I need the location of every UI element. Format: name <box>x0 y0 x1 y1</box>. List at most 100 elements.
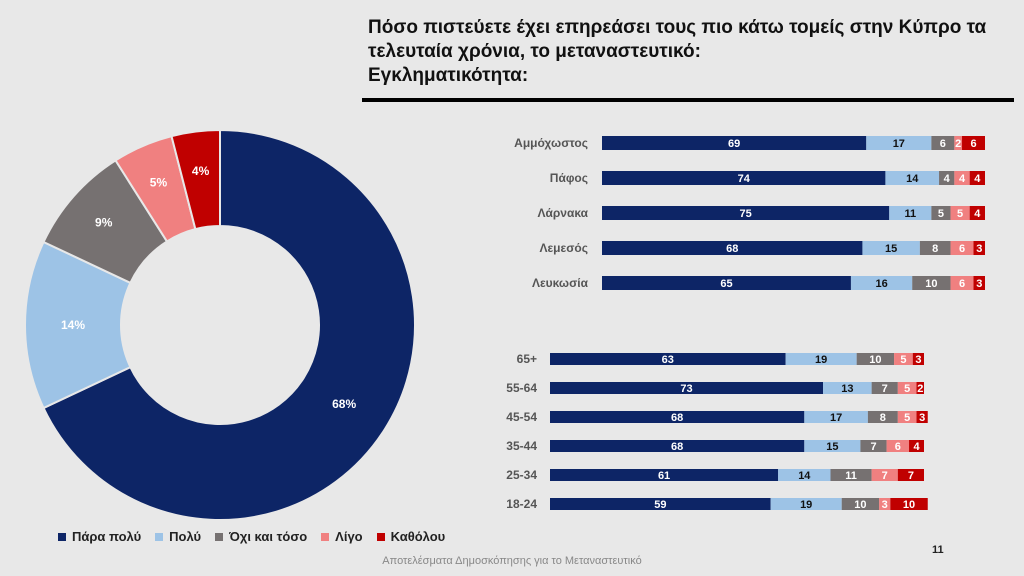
bar-segment <box>602 241 863 255</box>
bar-value-label: 10 <box>903 499 915 511</box>
donut-slice <box>42 128 416 521</box>
bar-value-label: 11 <box>845 470 857 482</box>
bar-value-label: 5 <box>938 208 944 220</box>
bar-segment <box>897 411 917 423</box>
slice-label: 4% <box>192 164 210 178</box>
bar-value-label: 4 <box>944 173 951 185</box>
bar-segment <box>889 206 932 220</box>
title-line-1: Πόσο πιστεύετε έχει επηρεάσει τους πιο κ… <box>368 17 987 38</box>
bar-segment <box>785 353 857 365</box>
bar-value-label: 2 <box>955 138 961 150</box>
bar-segment <box>823 382 872 394</box>
bar-value-label: 15 <box>826 441 838 453</box>
bar-segment <box>973 276 985 290</box>
category-label: 25-34 <box>506 468 537 482</box>
bar-value-label: 69 <box>728 138 740 150</box>
bar-value-label: 3 <box>976 243 982 255</box>
category-label: 35-44 <box>506 439 537 453</box>
bar-value-label: 15 <box>885 243 897 255</box>
bar-segment <box>919 241 951 255</box>
footer: Αποτελέσματα Δημοσκόπησης για το Μετανασ… <box>382 555 642 567</box>
legend-item: Όχι και τόσο <box>215 529 307 544</box>
bar-segment <box>860 440 887 452</box>
bar-value-label: 59 <box>654 499 666 511</box>
bar-value-label: 7 <box>870 441 876 453</box>
bar-segment <box>885 171 940 185</box>
bar-segment <box>550 440 805 452</box>
chart-title: Πόσο πιστεύετε έχει επηρεάσει τους πιο κ… <box>368 16 1008 88</box>
slice-label: 5% <box>150 176 168 190</box>
slice-label: 9% <box>95 215 113 229</box>
bar-segment <box>550 411 805 423</box>
legend-swatch <box>155 532 164 541</box>
category-label: Πάφος <box>550 171 588 185</box>
bar-segment <box>550 498 771 510</box>
bar-segment <box>841 498 880 510</box>
bar-value-label: 4 <box>913 441 920 453</box>
bar-segment <box>939 171 955 185</box>
legend-item: Πάρα πολύ <box>58 529 141 544</box>
bar-segment <box>950 241 974 255</box>
bar-value-label: 5 <box>900 354 906 366</box>
bar-value-label: 6 <box>895 441 901 453</box>
bar-segment <box>871 382 898 394</box>
slice-label: 14% <box>61 318 85 332</box>
bar-value-label: 68 <box>671 441 683 453</box>
bar-segment <box>897 382 917 394</box>
bar-value-label: 10 <box>925 278 937 290</box>
bar-segment <box>890 498 928 510</box>
bar-value-label: 73 <box>680 383 692 395</box>
bar-segment <box>954 171 970 185</box>
bar-value-label: 7 <box>908 470 914 482</box>
bar-segment <box>550 469 779 481</box>
bar-segment <box>897 469 924 481</box>
bar-segment <box>770 498 842 510</box>
bar-value-label: 17 <box>830 412 842 424</box>
bar-value-label: 68 <box>726 243 738 255</box>
bar-segment <box>850 276 913 290</box>
legend-label: Καθόλου <box>390 529 446 544</box>
bar-value-label: 11 <box>904 208 916 220</box>
bar-value-label: 3 <box>919 412 925 424</box>
category-label: 55-64 <box>506 381 537 395</box>
bar-value-label: 4 <box>974 208 981 220</box>
bar-segment <box>871 469 898 481</box>
bar-value-label: 7 <box>882 383 888 395</box>
legend-item: Πολύ <box>155 529 201 544</box>
bar-segment <box>778 469 831 481</box>
category-label: 18-24 <box>506 497 537 511</box>
category-label: 45-54 <box>506 410 537 424</box>
bar-value-label: 6 <box>959 243 965 255</box>
bar-value-label: 3 <box>976 278 982 290</box>
bar-value-label: 6 <box>940 138 946 150</box>
donut-slice <box>170 128 221 231</box>
bar-segment <box>866 136 932 150</box>
legend-label: Πάρα πολύ <box>72 529 142 544</box>
bar-value-label: 61 <box>658 470 670 482</box>
bar-segment <box>830 469 872 481</box>
bar-value-label: 63 <box>662 354 674 366</box>
category-label: Λάρνακα <box>537 206 588 220</box>
title-line-2: τελευταία χρόνια, το μεταναστευτικό: <box>368 41 701 62</box>
bar-value-label: 4 <box>959 173 966 185</box>
legend: Πάρα πολύ Πολύ Όχι και τόσο Λίγο Καθόλου <box>58 529 445 544</box>
bar-value-label: 5 <box>957 208 963 220</box>
category-label: Λευκωσία <box>532 276 589 290</box>
bar-segment <box>912 353 924 365</box>
bar-value-label: 4 <box>974 173 981 185</box>
bar-value-label: 17 <box>893 138 905 150</box>
bar-value-label: 8 <box>880 412 886 424</box>
bar-segment <box>550 353 786 365</box>
bar-value-label: 7 <box>882 470 888 482</box>
bar-segment <box>912 276 951 290</box>
bar-segment <box>950 276 974 290</box>
bar-segment <box>602 171 886 185</box>
bar-segment <box>916 411 928 423</box>
bar-value-label: 3 <box>882 499 888 511</box>
slice-label: 68% <box>332 397 356 411</box>
bar-segment <box>969 206 985 220</box>
legend-swatch <box>376 532 385 541</box>
bar-segment <box>894 353 913 365</box>
bar-segment <box>931 136 955 150</box>
